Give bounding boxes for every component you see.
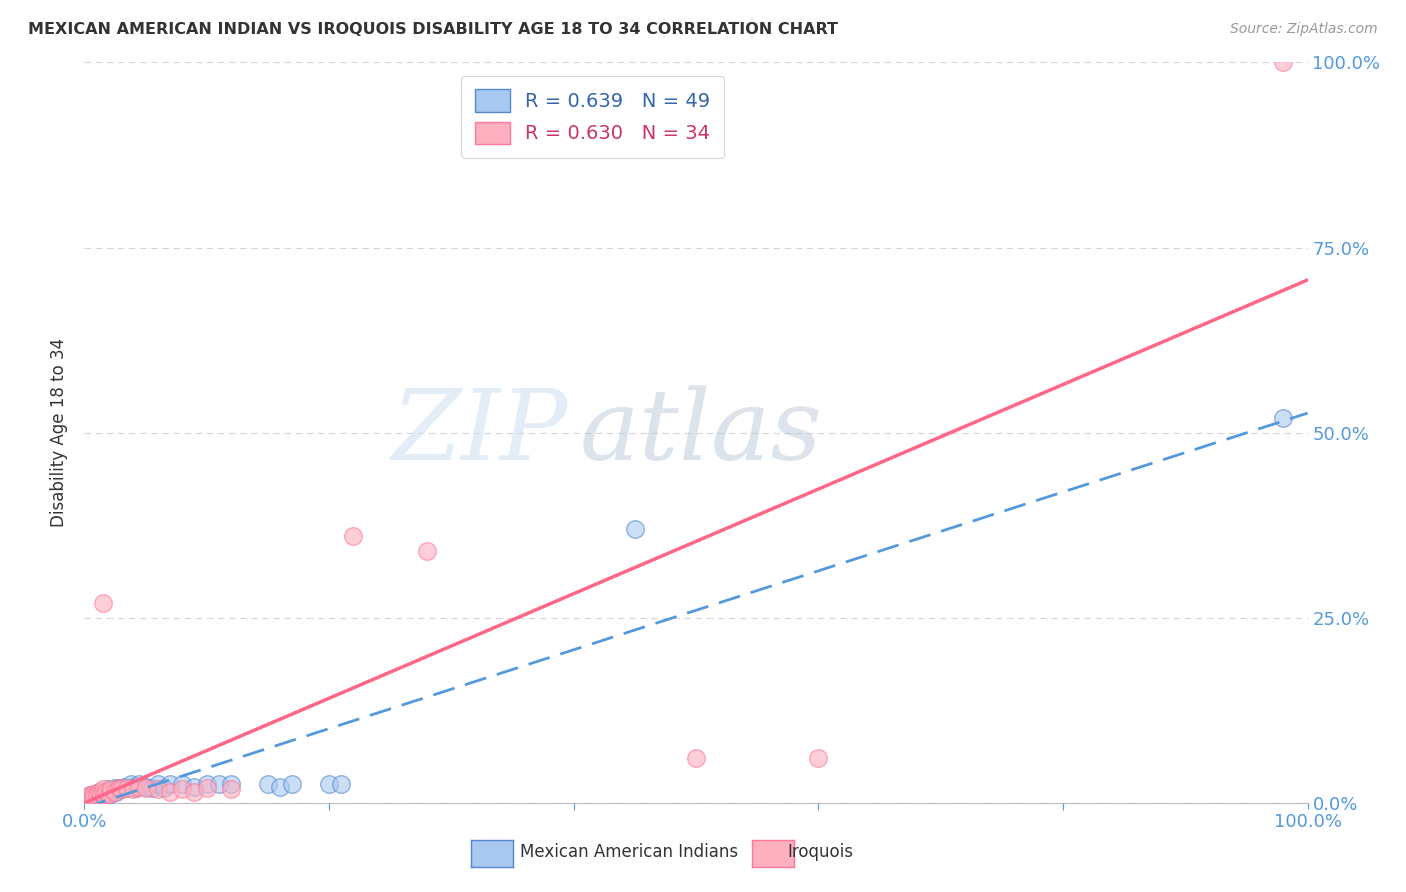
Point: [90, 787, 112, 801]
Point: [93, 789, 115, 803]
Point: [77, 792, 100, 806]
Point: [172, 777, 194, 791]
Point: [141, 780, 163, 795]
Point: [79, 789, 101, 804]
Point: [122, 780, 145, 794]
Point: [624, 522, 647, 536]
Point: [100, 782, 122, 797]
Point: [330, 777, 353, 791]
Point: [112, 780, 135, 794]
Point: [91, 596, 114, 610]
Point: [87, 785, 110, 799]
Point: [104, 780, 127, 795]
Point: [416, 544, 439, 558]
Point: [94, 785, 117, 799]
Point: [1272, 55, 1295, 70]
Point: [76, 794, 98, 808]
Point: [97, 787, 120, 801]
Point: [195, 780, 218, 795]
Point: [86, 789, 108, 803]
Point: [128, 780, 150, 794]
Point: [219, 782, 242, 797]
Point: [90, 787, 112, 801]
Point: [97, 782, 120, 797]
Legend: R = 0.639   N = 49, R = 0.630   N = 34: R = 0.639 N = 49, R = 0.630 N = 34: [461, 76, 724, 158]
Point: [195, 777, 218, 791]
Point: [219, 777, 242, 791]
Point: [96, 787, 118, 801]
Point: [82, 787, 104, 801]
Point: [172, 782, 194, 797]
Text: Iroquois: Iroquois: [787, 843, 853, 861]
Point: [183, 780, 205, 794]
Point: [110, 782, 132, 797]
Point: [89, 789, 111, 804]
Point: [257, 777, 280, 791]
Point: [115, 780, 138, 795]
Point: [96, 785, 118, 799]
Point: [807, 751, 830, 765]
Point: [79, 789, 101, 803]
Point: [146, 777, 169, 791]
Point: [342, 529, 364, 543]
Point: [83, 789, 105, 804]
Point: [135, 780, 157, 795]
Point: [77, 792, 100, 806]
Point: [100, 785, 122, 799]
Point: [146, 782, 169, 797]
Point: [208, 777, 231, 791]
Point: [269, 780, 291, 794]
Point: [105, 785, 128, 799]
Point: [128, 777, 150, 791]
Point: [153, 780, 176, 795]
Point: [97, 789, 120, 803]
Y-axis label: Disability Age 18 to 34: Disability Age 18 to 34: [51, 338, 69, 527]
Point: [77, 794, 100, 808]
Point: [107, 780, 129, 795]
Text: Mexican American Indians: Mexican American Indians: [520, 843, 738, 861]
Point: [110, 782, 132, 797]
Text: ZIP: ZIP: [391, 385, 568, 480]
Text: atlas: atlas: [579, 385, 823, 480]
Point: [122, 782, 145, 797]
Point: [87, 785, 110, 799]
Point: [159, 777, 181, 791]
Point: [76, 794, 98, 808]
Point: [80, 791, 103, 805]
Point: [91, 782, 114, 797]
Point: [103, 782, 125, 797]
Point: [80, 789, 103, 804]
Point: [318, 777, 340, 791]
Point: [685, 751, 707, 765]
Point: [107, 780, 129, 795]
Text: MEXICAN AMERICAN INDIAN VS IROQUOIS DISABILITY AGE 18 TO 34 CORRELATION CHART: MEXICAN AMERICAN INDIAN VS IROQUOIS DISA…: [28, 22, 838, 37]
Point: [120, 777, 142, 791]
Point: [84, 789, 107, 804]
Point: [79, 789, 101, 803]
Point: [281, 777, 304, 791]
Point: [77, 789, 100, 804]
Point: [135, 780, 157, 794]
Point: [93, 789, 115, 804]
Point: [82, 793, 104, 807]
Point: [83, 789, 105, 803]
Point: [104, 785, 127, 799]
Point: [86, 787, 108, 801]
Point: [1272, 410, 1295, 425]
Point: [125, 780, 148, 795]
Point: [159, 785, 181, 799]
Point: [115, 780, 138, 795]
Text: Source: ZipAtlas.com: Source: ZipAtlas.com: [1230, 22, 1378, 37]
Point: [87, 789, 110, 803]
Point: [183, 785, 205, 799]
Point: [91, 789, 114, 803]
